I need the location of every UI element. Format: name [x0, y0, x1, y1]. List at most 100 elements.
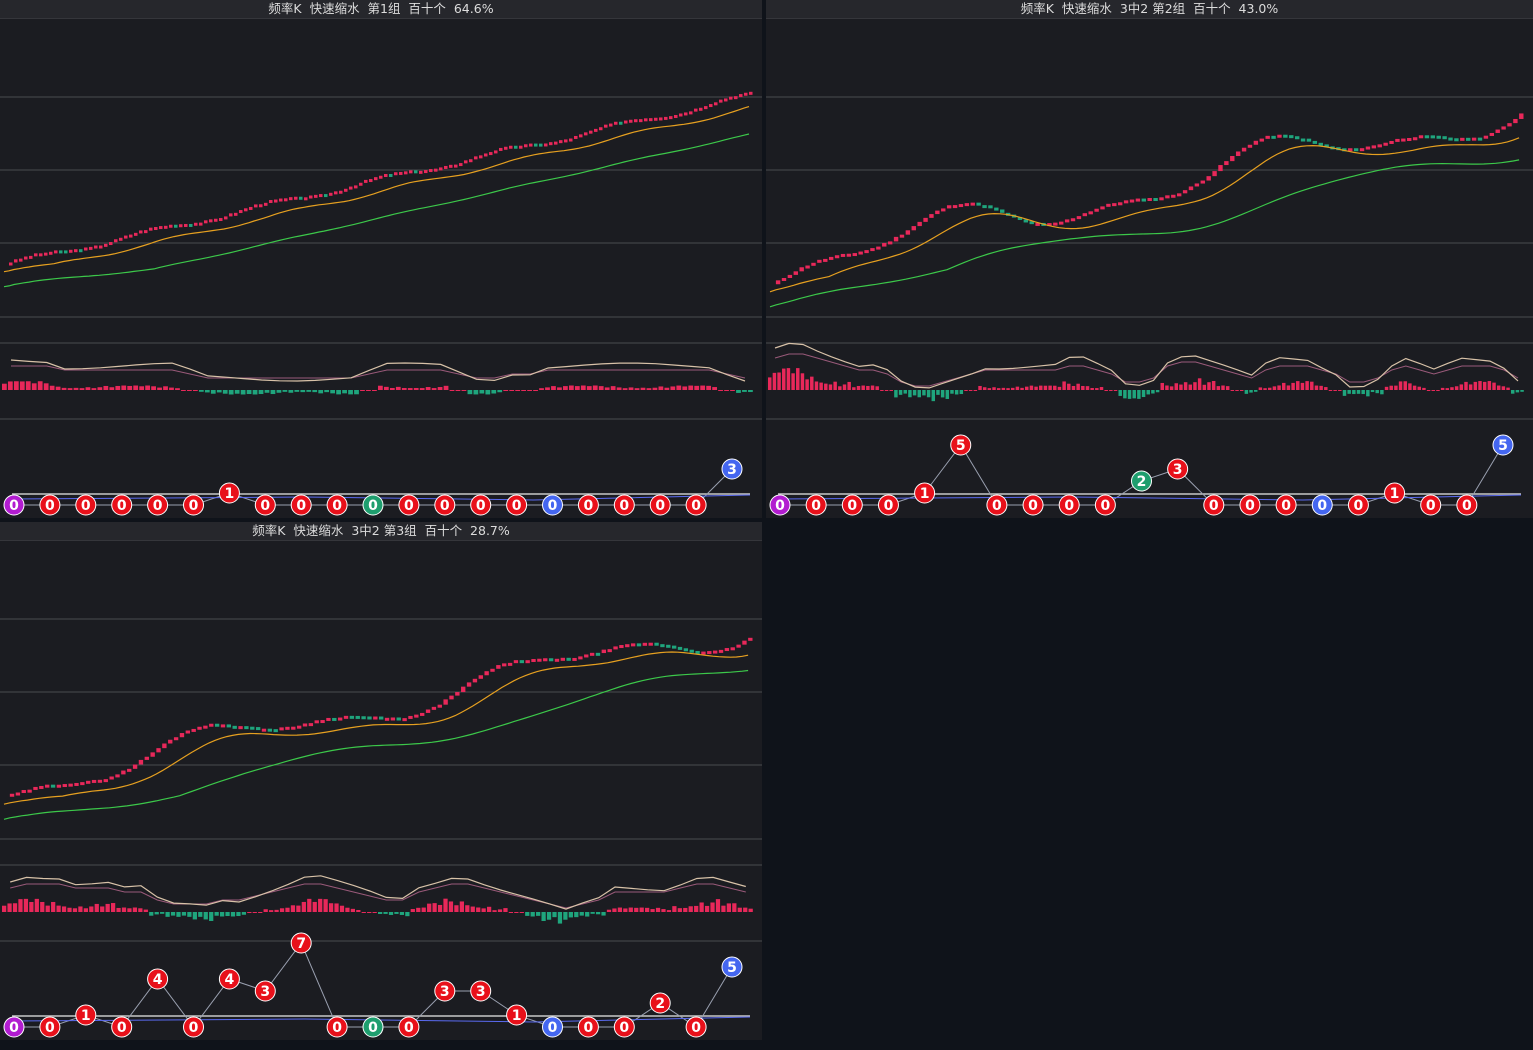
- count-badge-label: 4: [153, 972, 163, 988]
- macd-bar: [568, 385, 574, 390]
- macd-bar: [270, 390, 276, 395]
- candle: [274, 199, 278, 203]
- macd-bar: [1310, 381, 1314, 390]
- macd-bar: [486, 906, 492, 912]
- candle: [1401, 138, 1406, 142]
- candle: [464, 160, 468, 164]
- candle: [97, 779, 103, 783]
- count-badge: [111, 494, 133, 516]
- macd-bar: [889, 390, 893, 391]
- count-badge: [1456, 494, 1478, 516]
- macd-bar: [497, 390, 503, 393]
- count-badge-label: 0: [619, 1020, 629, 1036]
- count-badge-label: 0: [117, 498, 127, 514]
- macd-bar: [992, 387, 996, 390]
- candle: [259, 204, 263, 208]
- candle: [250, 726, 255, 730]
- count-badge: [841, 494, 863, 516]
- candle: [1241, 147, 1247, 152]
- macd-bar: [527, 390, 532, 391]
- macd-bar: [973, 390, 978, 391]
- candle: [554, 141, 558, 145]
- macd-bar: [1384, 386, 1389, 390]
- candle: [267, 728, 273, 732]
- macd-bar: [204, 390, 210, 393]
- macd-bar: [165, 912, 170, 917]
- candle: [572, 657, 577, 661]
- candle: [490, 668, 495, 672]
- chart-canvas[interactable]: 0 0 0 0 0 0 1 0 0 0 0 0 0 0 0 0 0 0 0 0 3: [0, 19, 762, 518]
- chart-panel-group-3[interactable]: 频率K 快速缩水 3中2 第3组 百十个 28.7% 0 0 1 0 4 0 4 3 7 0 0 0 3…: [0, 522, 762, 1040]
- macd-bar: [580, 385, 586, 390]
- macd-bar: [12, 903, 18, 912]
- count-badge: [183, 1016, 204, 1038]
- macd-bar: [138, 908, 143, 912]
- macd-bar: [116, 907, 121, 912]
- candle: [1194, 183, 1200, 187]
- macd-bar: [982, 387, 987, 390]
- count-badge-label: 0: [332, 1020, 342, 1036]
- macd-bar: [31, 383, 37, 390]
- macd-bar: [342, 390, 347, 394]
- candle: [94, 245, 98, 249]
- count-badge-label: 1: [920, 486, 930, 502]
- macd-bar: [425, 387, 431, 390]
- macd-bar: [431, 388, 437, 390]
- macd-bar: [694, 905, 699, 912]
- candle: [1289, 135, 1294, 139]
- count-badge: [649, 494, 671, 516]
- macd-bar: [546, 912, 552, 920]
- candle: [109, 776, 114, 780]
- count-badge-label: 0: [368, 1020, 378, 1036]
- candle: [384, 717, 390, 721]
- candle: [209, 219, 213, 223]
- candle: [671, 645, 677, 649]
- count-badge: [1311, 494, 1333, 516]
- candle: [609, 123, 613, 127]
- macd-bar: [236, 912, 241, 917]
- macd-bar: [79, 388, 85, 390]
- candle: [614, 121, 618, 125]
- candle: [595, 652, 601, 656]
- count-badge-label: 1: [512, 1008, 522, 1024]
- macd-bar: [903, 390, 907, 394]
- candle: [707, 651, 712, 655]
- candle: [775, 280, 781, 285]
- chart-canvas[interactable]: 0 0 0 0 1 5 0 0 0 0 2 3 0 0 0 0 0 1 0 0 5: [766, 19, 1533, 518]
- candle: [15, 792, 21, 796]
- macd-bar: [492, 910, 497, 912]
- macd-bar: [192, 912, 197, 920]
- macd-bar: [814, 381, 819, 390]
- candle: [519, 660, 524, 664]
- macd-bar: [1141, 390, 1146, 398]
- macd-bar: [996, 388, 1001, 390]
- candle: [811, 262, 816, 266]
- chart-canvas[interactable]: 0 0 1 0 4 0 4 3 7 0 0 0 3 3 1 0 0 0 2 0 5: [0, 541, 762, 1040]
- macd-bar: [258, 912, 263, 913]
- panel-title: 频率K 快速缩水 第1组 百十个 64.6%: [0, 0, 762, 19]
- candle: [34, 253, 38, 257]
- candle: [144, 756, 149, 760]
- candle: [613, 646, 618, 650]
- macd-bar: [1412, 385, 1417, 390]
- candle: [1365, 146, 1371, 150]
- candle: [519, 145, 523, 149]
- macd-bar: [1300, 382, 1305, 390]
- candle: [514, 145, 518, 149]
- macd-bar: [461, 390, 467, 391]
- candle: [29, 255, 33, 259]
- indicator-line: [11, 1016, 751, 1023]
- empty-panel-area: [764, 518, 1533, 1050]
- macd-bar: [1053, 385, 1057, 390]
- candle: [704, 106, 708, 110]
- macd-bar: [23, 898, 29, 912]
- macd-bar: [1043, 385, 1048, 390]
- macd-bar: [109, 387, 115, 390]
- macd-bar: [360, 390, 365, 391]
- candle: [599, 127, 603, 131]
- macd-bar: [372, 390, 377, 391]
- macd-bar: [1109, 390, 1113, 391]
- macd-bar: [481, 908, 486, 912]
